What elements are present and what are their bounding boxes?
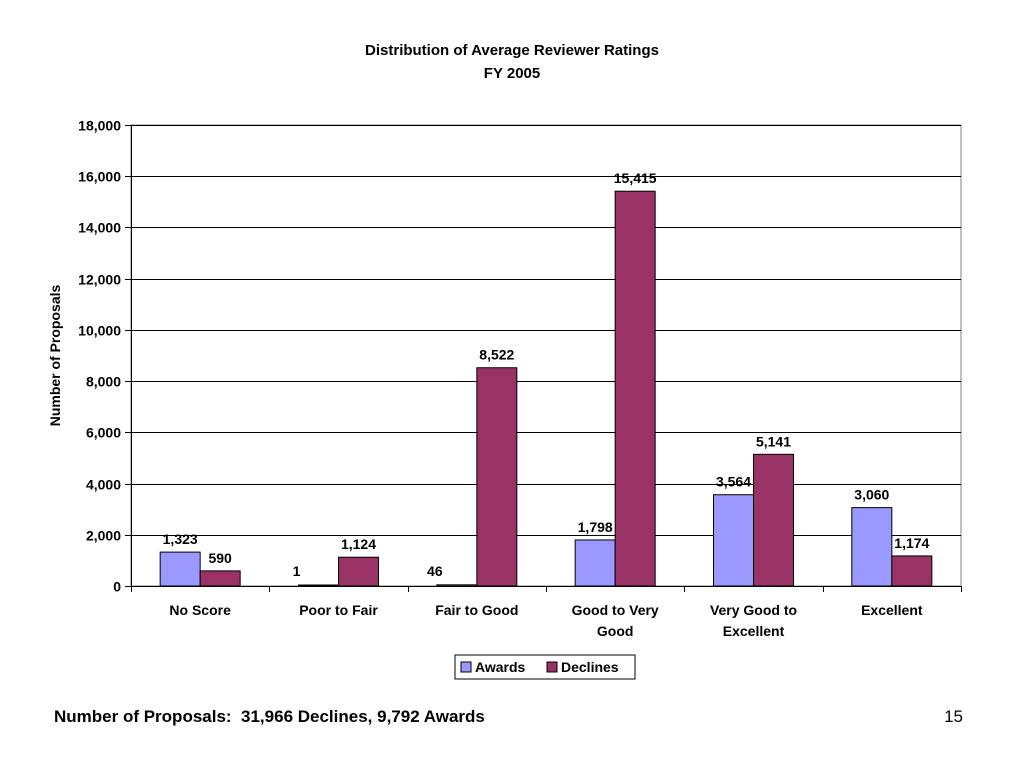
x-tick-label: Excellent	[723, 623, 785, 639]
y-tick-label: 2,000	[86, 528, 121, 544]
y-tick-label: 0	[113, 579, 121, 595]
y-tick-label: 18,000	[78, 118, 121, 134]
y-tick-label: 10,000	[78, 323, 121, 339]
bar-awards	[159, 551, 201, 587]
bar-declines	[199, 570, 241, 587]
chart-subtitle: FY 2005	[484, 65, 540, 82]
data-label: 15,415	[614, 170, 657, 186]
x-tick-label: Good to Very	[572, 602, 659, 618]
bar-declines	[476, 367, 518, 587]
bar-chart: Distribution of Average Reviewer Ratings…	[47, 42, 962, 680]
legend-label-awards: Awards	[475, 659, 526, 675]
bar-declines	[753, 453, 794, 587]
bar-declines	[614, 190, 656, 587]
x-tick-label: No Score	[169, 602, 231, 618]
data-label: 1	[293, 563, 301, 579]
y-tick-label: 12,000	[78, 272, 121, 288]
bar-awards	[298, 584, 339, 587]
footer-caption: Number of Proposals: 31,966 Declines, 9,…	[54, 707, 485, 726]
y-axis-title: Number of Proposals	[47, 285, 63, 427]
data-label: 5,141	[756, 433, 791, 449]
page-number: 15	[944, 707, 963, 726]
bar-awards	[574, 539, 616, 587]
bar-declines	[338, 556, 379, 587]
y-tick-label: 16,000	[78, 169, 121, 185]
data-label: 1,798	[578, 519, 613, 535]
x-tick-label: Excellent	[861, 602, 923, 618]
data-label: 3,060	[854, 487, 889, 503]
bar-awards	[436, 584, 478, 587]
x-tick-label: Good	[597, 623, 634, 639]
data-label: 3,564	[716, 474, 751, 490]
y-tick-label: 8,000	[86, 374, 121, 390]
x-tick-label: Poor to Fair	[299, 602, 378, 618]
plot-area	[130, 124, 962, 587]
y-tick-label: 4,000	[86, 477, 121, 493]
bar-awards	[851, 507, 893, 587]
y-tick-label: 14,000	[78, 220, 121, 236]
data-label: 1,124	[341, 536, 376, 552]
y-tick-label: 6,000	[86, 425, 121, 441]
legend	[454, 654, 636, 680]
legend-label-declines: Declines	[561, 659, 619, 675]
legend-swatch-awards	[460, 661, 472, 673]
bar-awards	[713, 494, 754, 587]
data-label: 46	[427, 563, 443, 579]
data-label: 1,174	[894, 535, 929, 551]
x-tick-label: Very Good to	[710, 602, 797, 618]
x-tick-label: Fair to Good	[435, 602, 518, 618]
legend-swatch-declines	[546, 661, 558, 673]
chart-title: Distribution of Average Reviewer Ratings	[365, 42, 659, 59]
data-label: 1,323	[163, 531, 198, 547]
data-label: 8,522	[479, 347, 514, 363]
bar-declines	[891, 555, 933, 587]
data-label: 590	[208, 550, 232, 566]
